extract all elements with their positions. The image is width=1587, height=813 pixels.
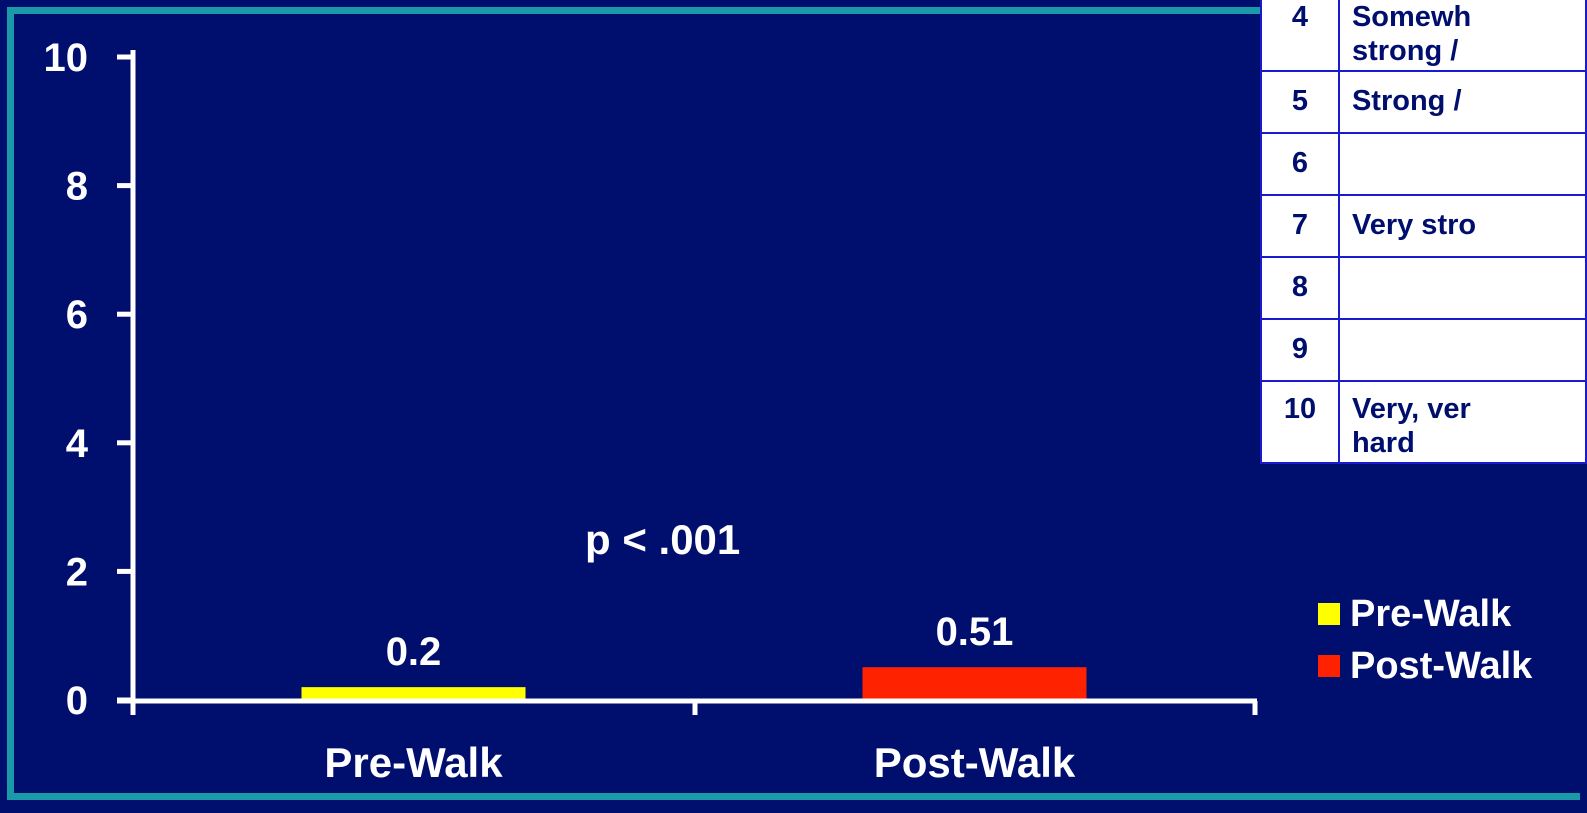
rating-description (1337, 132, 1587, 196)
borg-scale-table: 4 Somewh strong / 5 Strong / 6 7 Very stro 8 9 1… (1260, 0, 1587, 464)
description-line: Somewh (1351, 1, 1472, 33)
table-row: 8 (1260, 256, 1587, 320)
legend-label: Pre-Walk (1350, 592, 1512, 635)
y-tick-label: 0 (66, 679, 88, 723)
rating-number: 10 (1260, 380, 1340, 464)
rating-description: Very stro (1337, 194, 1587, 258)
table-row: 10 Very, ver hard (1260, 380, 1587, 464)
legend-item-pre-walk: Pre-Walk (1318, 588, 1532, 640)
rating-number: 6 (1260, 132, 1340, 196)
rating-number: 4 (1260, 0, 1340, 72)
rating-description (1337, 318, 1587, 382)
y-tick-label: 8 (66, 165, 88, 209)
legend-label: Post-Walk (1350, 644, 1533, 687)
rating-description: Strong / (1337, 70, 1587, 134)
table-row: 9 (1260, 318, 1587, 382)
rating-number: 5 (1260, 70, 1340, 134)
x-tick-label: Pre-Walk (324, 739, 503, 786)
y-tick-label: 6 (66, 293, 88, 337)
category-labels: Pre-Walk Post-Walk (324, 739, 1075, 786)
table-row: 6 (1260, 132, 1587, 196)
y-tick-label: 2 (66, 550, 88, 594)
bar-pre-walk (301, 687, 526, 700)
table-row: 7 Very stro (1260, 194, 1587, 258)
bar-post-walk (862, 667, 1087, 700)
rating-description (1337, 256, 1587, 320)
legend-swatch (1318, 603, 1340, 625)
rating-number: 7 (1260, 194, 1340, 258)
x-tick-label: Post-Walk (874, 739, 1076, 786)
y-tick-label: 10 (44, 36, 89, 80)
legend-item-post-walk: Post-Walk (1318, 640, 1532, 692)
value-labels: 0.2 0.51 (386, 610, 1014, 674)
rating-description: Very, ver hard (1337, 380, 1587, 464)
description-line: Strong / (1351, 85, 1462, 117)
description-line: strong / (1351, 35, 1459, 67)
bars (301, 667, 1087, 700)
legend: Pre-Walk Post-Walk (1318, 588, 1532, 692)
description-line: hard (1351, 427, 1415, 459)
rating-number: 8 (1260, 256, 1340, 320)
rating-description: Somewh strong / (1337, 0, 1587, 72)
table-row: 4 Somewh strong / (1260, 0, 1587, 72)
rating-number: 9 (1260, 318, 1340, 382)
data-label: 0.2 (386, 630, 442, 674)
legend-swatch (1318, 655, 1340, 677)
description-line: Very, ver (1351, 393, 1471, 425)
p-value-annotation: p < .001 (585, 516, 741, 563)
description-line: Very stro (1351, 209, 1477, 241)
y-tick-label: 4 (66, 422, 89, 466)
data-label: 0.51 (936, 610, 1014, 654)
table-row: 5 Strong / (1260, 70, 1587, 134)
y-axis-ticks: 0 2 4 6 8 10 (44, 36, 133, 723)
